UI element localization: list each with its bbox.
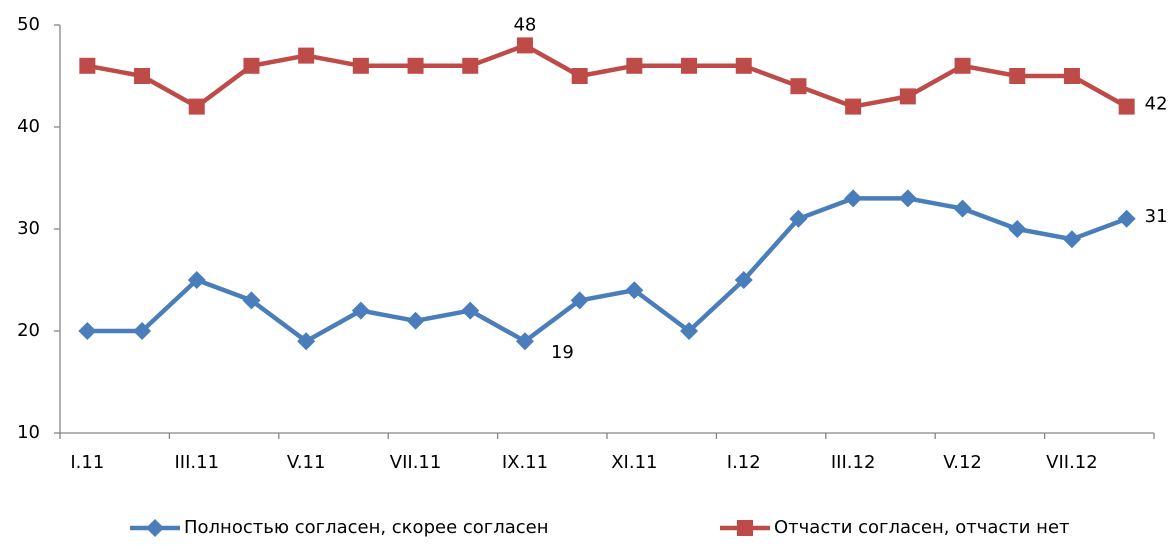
legend-marker xyxy=(737,520,753,536)
point xyxy=(625,281,644,300)
point xyxy=(954,57,971,74)
point xyxy=(844,189,863,208)
series-line xyxy=(87,196,1128,344)
x-tick-label: VII.12 xyxy=(1046,452,1098,473)
x-tick-label: I.11 xyxy=(70,452,104,473)
point xyxy=(406,311,425,330)
x-tick-label: I.12 xyxy=(727,452,761,473)
y-tick-label: 50 xyxy=(17,14,40,35)
series-line xyxy=(86,43,1128,109)
point xyxy=(1062,230,1081,249)
point xyxy=(462,57,479,74)
point xyxy=(898,189,917,208)
point xyxy=(1063,68,1080,84)
point xyxy=(407,57,424,74)
point xyxy=(188,98,205,115)
point xyxy=(789,209,808,228)
x-tick-label: V.11 xyxy=(287,452,326,473)
x-tick-label: XI.11 xyxy=(611,452,657,473)
point xyxy=(953,199,972,218)
point xyxy=(297,332,316,351)
y-tick-label: 20 xyxy=(17,320,40,341)
point xyxy=(680,322,699,340)
point xyxy=(571,68,588,84)
y-tick-label: 30 xyxy=(17,218,40,239)
point xyxy=(134,68,151,84)
x-tick-label: V.12 xyxy=(943,452,982,473)
legend-marker xyxy=(146,519,164,537)
point xyxy=(243,57,260,74)
point xyxy=(899,88,916,105)
point xyxy=(351,301,370,320)
y-tick-label: 10 xyxy=(17,422,40,443)
point xyxy=(790,78,807,95)
point xyxy=(516,37,533,54)
point xyxy=(681,57,698,74)
legend-label: Отчасти согласен, отчасти нет xyxy=(774,517,1070,538)
point xyxy=(570,291,589,310)
point xyxy=(242,291,261,310)
x-tick-label: III.11 xyxy=(174,452,219,473)
point xyxy=(626,57,643,74)
point xyxy=(352,57,369,74)
x-tick-label: IX.11 xyxy=(502,452,548,473)
point xyxy=(845,98,862,115)
point xyxy=(515,332,534,351)
point xyxy=(1009,68,1026,84)
point xyxy=(78,322,97,340)
legend-label: Полностью согласен, скорее согласен xyxy=(184,517,549,538)
x-tick-label: VII.11 xyxy=(390,452,442,473)
data-label: 48 xyxy=(513,14,536,35)
x-tick-label: III.12 xyxy=(831,452,876,473)
point xyxy=(735,57,752,74)
point xyxy=(1008,220,1027,238)
point xyxy=(79,57,96,74)
point xyxy=(461,301,480,320)
y-tick-label: 40 xyxy=(17,116,40,137)
point xyxy=(734,271,753,289)
data-label: 42 xyxy=(1145,94,1168,115)
point xyxy=(298,47,315,64)
point xyxy=(1117,209,1136,228)
point xyxy=(1118,98,1135,115)
data-label: 19 xyxy=(551,342,574,363)
data-label: 31 xyxy=(1145,206,1168,227)
point xyxy=(187,271,206,289)
point xyxy=(133,322,152,340)
